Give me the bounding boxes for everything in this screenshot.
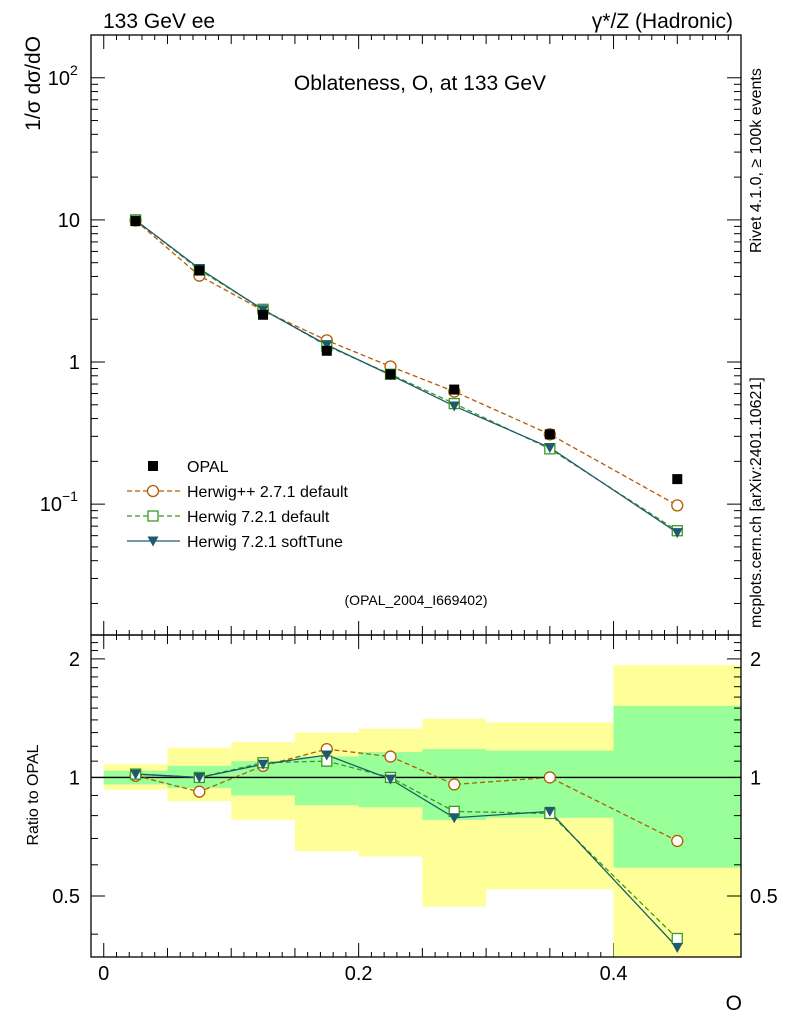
y-tick-exponent: −1 — [62, 488, 78, 504]
data-point — [671, 499, 684, 512]
data-point — [130, 769, 142, 780]
data-point — [449, 384, 460, 395]
data-point — [671, 834, 684, 848]
legend-label: Herwig 7.2.1 softTune — [187, 534, 343, 551]
ratio-tick-label-right: 2 — [750, 649, 761, 671]
ratio-band-inner — [486, 750, 614, 818]
data-point — [193, 785, 206, 798]
ratio-tick-label-right: 1 — [750, 767, 761, 789]
legend-item: Herwig 7.2.1 default — [127, 509, 330, 526]
ratio-panel: 0 0.2 0.4 0.5 0.5 1 1 2 2 — [52, 634, 778, 985]
data-point — [193, 772, 205, 783]
y-tick-label: 1 — [69, 352, 80, 374]
ratio-tick-label-left: 2 — [69, 649, 80, 671]
data-point — [544, 443, 556, 454]
data-point — [543, 771, 556, 784]
data-point — [448, 778, 461, 791]
series-line — [135, 220, 678, 506]
data-point — [671, 528, 683, 539]
data-point — [384, 750, 397, 763]
header-right-label: γ*/Z (Hadronic) — [592, 10, 733, 33]
data-point — [672, 474, 683, 485]
legend-label: OPAL — [187, 459, 229, 476]
data-point — [448, 813, 460, 824]
y-tick-label: 10 — [48, 68, 70, 90]
data-point — [130, 216, 141, 227]
analysis-id: (OPAL_2004_I669402) — [345, 592, 488, 608]
legend-item: Herwig 7.2.1 softTune — [127, 534, 343, 551]
data-point — [448, 401, 460, 412]
data-point — [147, 536, 159, 547]
x-axis-title: O — [726, 992, 742, 1015]
data-point — [148, 461, 158, 471]
data-point — [544, 429, 555, 440]
data-point — [671, 942, 683, 953]
x-tick-label: 0.2 — [345, 963, 373, 985]
data-point — [321, 750, 333, 761]
y-axis-title: 1/σ dσ/dO — [22, 36, 45, 131]
legend: OPAL Herwig++ 2.7.1 default Herwig 7.2.1 d… — [127, 459, 349, 551]
data-point — [544, 806, 556, 817]
ratio-axis-title: Ratio to OPAL — [25, 744, 42, 845]
data-point — [194, 265, 205, 276]
series-line — [135, 219, 678, 534]
data-point — [671, 932, 683, 945]
data-point — [258, 309, 269, 320]
rivet-side-label: Rivet 4.1.0, ≥ 100k events — [748, 68, 765, 253]
legend-label: Herwig++ 2.7.1 default — [187, 484, 349, 501]
data-point — [321, 345, 332, 356]
data-point — [385, 774, 397, 785]
data-point — [321, 340, 333, 351]
legend-item: Herwig++ 2.7.1 default — [127, 484, 349, 501]
plot-title: Oblateness, O, at 133 GeV — [294, 72, 546, 95]
x-tick-label: 0.4 — [600, 963, 628, 985]
y-tick-exponent: 2 — [70, 62, 78, 78]
data-point — [385, 369, 396, 380]
data-point — [257, 759, 269, 770]
legend-label: Herwig 7.2.1 default — [187, 509, 330, 526]
y-tick-label: 10 — [58, 210, 80, 232]
data-point — [146, 484, 160, 498]
ratio-tick-label-right: 0.5 — [750, 886, 778, 908]
x-tick-label: 0 — [98, 963, 109, 985]
ratio-tick-label-left: 0.5 — [52, 886, 80, 908]
y-tick-label: 10 — [40, 494, 62, 516]
ratio-series-line — [135, 748, 678, 842]
ratio-tick-label-left: 1 — [69, 767, 80, 789]
legend-item-opal: OPAL — [148, 459, 229, 476]
header-left-label: 133 GeV ee — [103, 10, 215, 33]
ratio-frame — [90, 634, 742, 958]
ratio-series-line — [135, 754, 678, 948]
mcplots-side-label: mcplots.cern.ch [arXiv:2401.10621] — [748, 377, 765, 628]
data-point — [147, 510, 159, 522]
